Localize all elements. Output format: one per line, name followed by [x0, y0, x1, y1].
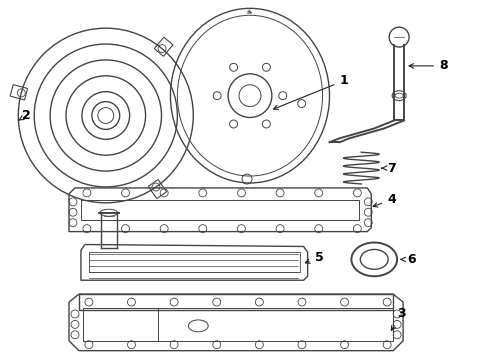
Text: 4: 4 — [372, 193, 395, 207]
Text: 5: 5 — [305, 251, 323, 264]
Text: 2: 2 — [19, 109, 31, 122]
Text: 8: 8 — [408, 59, 447, 72]
Text: 7: 7 — [381, 162, 395, 175]
Text: 1: 1 — [273, 74, 347, 109]
Text: 6: 6 — [400, 253, 415, 266]
Text: 3: 3 — [390, 307, 405, 330]
